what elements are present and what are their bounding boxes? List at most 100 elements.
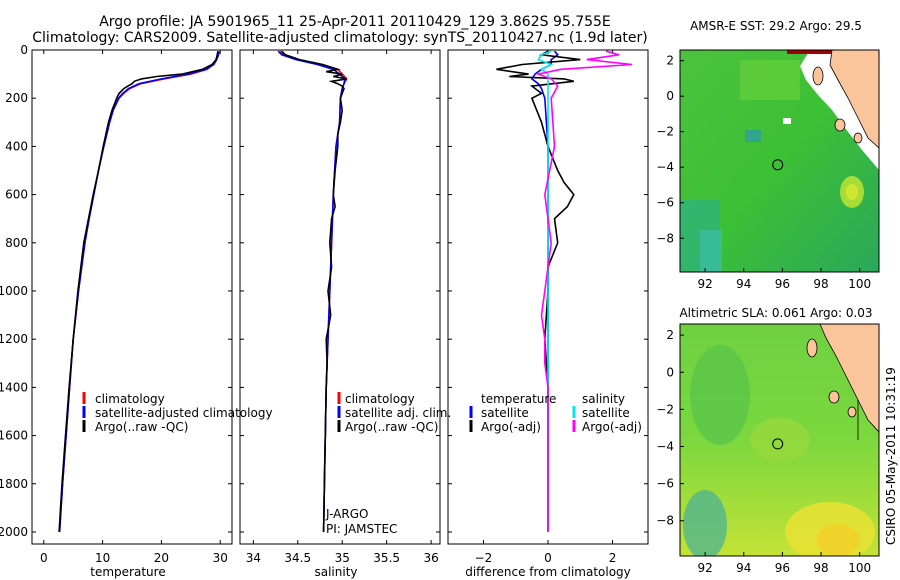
y-tick-label: 400 [5,139,28,153]
series-line-temperature-argo-adj [496,50,581,532]
legend-label-argo: Argo(..raw -QC) [95,420,188,434]
map-x-tick-label: 92 [697,561,712,575]
header-line-1: Argo profile: JA 5901965_11 25-Apr-2011 … [99,14,611,30]
salinity-lines [277,50,348,533]
difference-xlabel: difference from climatology [465,565,631,579]
sst-map: AMSR-E SST: 29.2 Argo: 29.5 92 94 96 98 100 2… [656,19,880,291]
sla-map-title: Altimetric SLA: 0.061 Argo: 0.03 [679,306,872,320]
difference-ticks: −2 0 2 [448,49,648,565]
sst-argo-marker [772,159,784,171]
salinity-ticks: 34 34.5 35 35.5 36 [240,49,440,565]
x-tick-label: 0 [544,551,552,565]
map-y-tick-label: 0 [666,89,674,103]
difference-legend: temperature satellite Argo(-adj) salinit… [469,392,642,434]
map-y-tick-label: 2 [666,54,674,68]
sla-map-frame [679,323,880,557]
sla-map: Altimetric SLA: 0.061 Argo: 0.03 92 94 96 9… [656,306,880,575]
salinity-legend: climatology satellite adj. clim. Argo(..… [337,392,451,434]
side-stamp: CSIRO 05-May-2011 10:31:19 [884,367,898,545]
legend-label-sal-argo: Argo(-adj) [582,420,642,434]
sst-island-2 [834,118,846,132]
difference-lines [496,50,632,532]
legend-heading-salinity: salinity [582,392,625,406]
x-tick-label: 36 [423,551,438,565]
sla-low-patch [690,345,750,445]
legend-label-temp-satellite: satellite [481,406,529,420]
temperature-lines [58,51,220,533]
sla-argo-marker [772,438,784,450]
y-tick-label: 1400 [0,380,28,394]
map-x-tick-label: 92 [697,277,712,291]
map-y-tick-label: −8 [656,514,674,528]
y-tick-label: 1800 [0,477,28,491]
legend-label-argo: Argo(..raw -QC) [345,420,438,434]
sst-hot-band [787,50,834,54]
legend-label-satellite: satellite-adjusted climatology [95,406,273,420]
legend-label-sal-satellite: satellite [582,406,630,420]
salinity-xlabel: salinity [314,565,357,579]
sla-high-core [816,524,860,556]
map-y-tick-label: −4 [656,439,674,453]
x-tick-label: −2 [475,551,493,565]
sla-map-ticks: 92 94 96 98 100 2 0 −2 −4 −6 −8 [656,328,871,575]
y-tick-label: 1200 [0,332,28,346]
sst-island-3 [853,132,863,144]
sla-island-2 [828,390,840,404]
series-line-climatology [58,51,219,533]
map-y-tick-label: −6 [656,477,674,491]
map-y-tick-label: −2 [656,402,674,416]
sst-map-ticks: 92 94 96 98 100 2 0 −2 −4 −6 −8 [656,54,871,291]
sst-missing-pixel [783,118,791,124]
temperature-ticks: 0 200 400 600 800 1000 1200 1400 1600 1800 2000 0 10… [0,43,232,565]
map-y-tick-label: −8 [656,231,674,245]
sst-land-sumatra [829,50,879,149]
map-y-tick-label: −2 [656,125,674,139]
map-y-tick-label: −4 [656,160,674,174]
series-line-argo-raw-qc [58,51,219,533]
sla-island-3 [847,406,857,418]
sst-map-field [680,50,879,272]
sst-warm-spot-core [846,184,858,200]
x-tick-label: 20 [154,551,169,565]
map-x-tick-label: 96 [775,277,790,291]
map-x-tick-label: 98 [813,561,828,575]
sst-cool-spot [745,130,761,142]
header-line-2: Climatology: CARS2009. Satellite-adjuste… [32,30,647,46]
sst-map-frame [679,49,880,273]
map-x-tick-label: 100 [848,561,871,575]
x-tick-label: 0 [40,551,48,565]
series-line-satellite-adj-clim [277,50,346,533]
series-line-satellite-adjusted-climatology [58,51,220,533]
y-tick-label: 600 [5,188,28,202]
y-tick-label: 200 [5,91,28,105]
y-tick-label: 1000 [0,284,28,298]
series-line-salinity-argo-adj [535,50,632,532]
map-x-tick-label: 94 [736,277,751,291]
sst-map-title: AMSR-E SST: 29.2 Argo: 29.5 [690,19,862,33]
series-line-salinity-satellite [537,50,554,532]
legend-label-temp-argo: Argo(-adj) [481,420,541,434]
map-x-tick-label: 96 [775,561,790,575]
float-program: J-ARGO [325,507,368,521]
y-tick-label: 1600 [0,429,28,443]
salinity-panel: 34 34.5 35 35.5 36 salinity climatology sate… [239,49,451,579]
sla-island-1 [806,338,818,358]
x-tick-label: 10 [95,551,110,565]
map-x-tick-label: 100 [848,277,871,291]
legend-heading-temperature: temperature [481,392,556,406]
x-tick-label: 34.5 [284,551,311,565]
sla-map-field [680,324,879,556]
temperature-legend: climatology satellite-adjusted climatolo… [82,392,273,434]
legend-label-climatology: climatology [95,392,165,406]
x-tick-label: 35.5 [373,551,400,565]
map-y-tick-label: 2 [666,328,674,342]
salinity-axes-box [239,49,441,545]
y-tick-label: 2000 [0,525,28,539]
map-x-tick-label: 94 [736,561,751,575]
series-line-argo-raw-qc [281,50,347,533]
map-y-tick-label: 0 [666,365,674,379]
legend-label-climatology: climatology [345,392,415,406]
sst-island-1 [812,66,824,86]
x-tick-label: 30 [213,551,228,565]
float-pi: PI: JAMSTEC [326,522,397,536]
